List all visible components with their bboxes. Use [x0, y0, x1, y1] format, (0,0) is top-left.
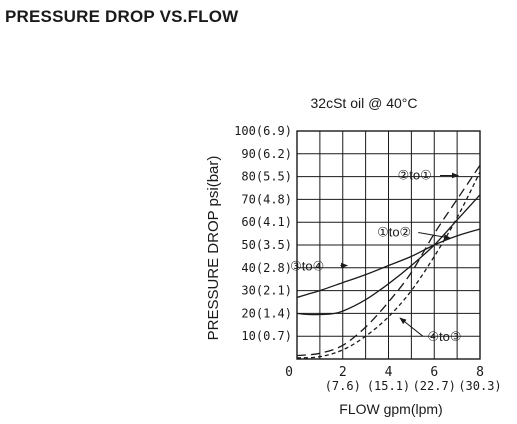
y-tick-label: 60(4.1): [241, 215, 292, 229]
series-line-2: [296, 194, 481, 316]
series-label-4: ④to③: [427, 329, 461, 344]
series-label-1: ③to④: [290, 259, 324, 274]
series-line-1: [296, 228, 481, 299]
x-tick-sublabel: (30.3): [458, 379, 501, 393]
x-axis-label: FLOW gpm(lpm): [339, 401, 442, 417]
y-tick-label: 30(2.1): [241, 284, 292, 298]
chart-subtitle: 32cSt oil @ 40°C: [311, 95, 418, 111]
y-tick-label: 70(4.8): [241, 192, 292, 206]
series-label-arrow: [399, 317, 424, 337]
series-label-3: ②to①: [398, 167, 432, 182]
y-axis-label: PRESSURE DROP psi(bar): [205, 156, 222, 341]
x-tick-sublabel: (15.1): [367, 379, 410, 393]
x-tick-label: 8: [476, 365, 484, 380]
data-series: [296, 164, 481, 359]
x-tick-sublabel: (22.7): [413, 379, 456, 393]
series-line-4: [296, 171, 481, 359]
x-tick-label: 0: [285, 365, 293, 380]
page-title: PRESSURE DROP VS.FLOW: [5, 7, 239, 26]
y-tick-label: 50(3.5): [241, 238, 292, 252]
y-tick-label: 80(5.5): [241, 170, 292, 184]
series-label-arrow: [418, 231, 451, 240]
series-label-2: ①to②: [377, 224, 411, 239]
y-tick-label: 20(1.4): [241, 306, 292, 320]
plot-frame: [296, 130, 481, 360]
x-tick-label: 2: [339, 365, 347, 380]
series-line-3: [296, 164, 481, 357]
x-tick-label: 4: [385, 365, 393, 380]
y-tick-label: 10(0.7): [241, 329, 292, 343]
series-labels: ③to④ ①to② ②to① ④to③: [290, 167, 461, 344]
axis-ticks: 10(0.7) 20(1.4) 30(2.1) 40(2.8) 50(3.5) 60(4.…: [234, 124, 501, 393]
y-tick-label: 100(6.9): [234, 124, 292, 138]
x-tick-sublabel: (7.6): [325, 379, 361, 393]
grid: [297, 131, 480, 359]
y-tick-label: 90(6.2): [241, 147, 292, 161]
x-tick-label: 6: [430, 365, 438, 380]
y-tick-label: 40(2.8): [241, 261, 292, 275]
